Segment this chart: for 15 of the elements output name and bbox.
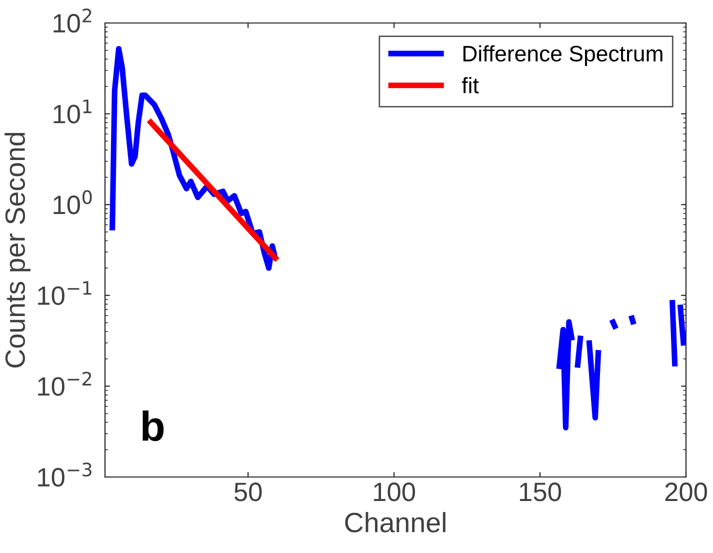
legend-label: Difference Spectrum (463, 45, 662, 66)
x-tick-label: 150 (520, 482, 562, 502)
x-tick-label: 200 (665, 482, 707, 502)
y-tick-label: 10$^{1}$ (54, 100, 92, 124)
y-tick-label: 10$^{0}$ (54, 190, 92, 214)
legend-label: fit (462, 77, 479, 94)
y-tick-label: 10$^{−2}$ (38, 372, 92, 396)
annotation: b (142, 410, 164, 442)
y-tick-label: 10$^{−3}$ (38, 462, 92, 487)
x-tick-label: 100 (374, 482, 416, 502)
x-axis-title: Channel (345, 512, 446, 532)
x-tick-label: 50 (234, 482, 262, 502)
y-tick-label: 10$^{−1}$ (38, 281, 92, 306)
y-tick-label: 10$^{2}$ (54, 8, 92, 33)
y-axis-title: Counts per Second (4, 132, 31, 368)
